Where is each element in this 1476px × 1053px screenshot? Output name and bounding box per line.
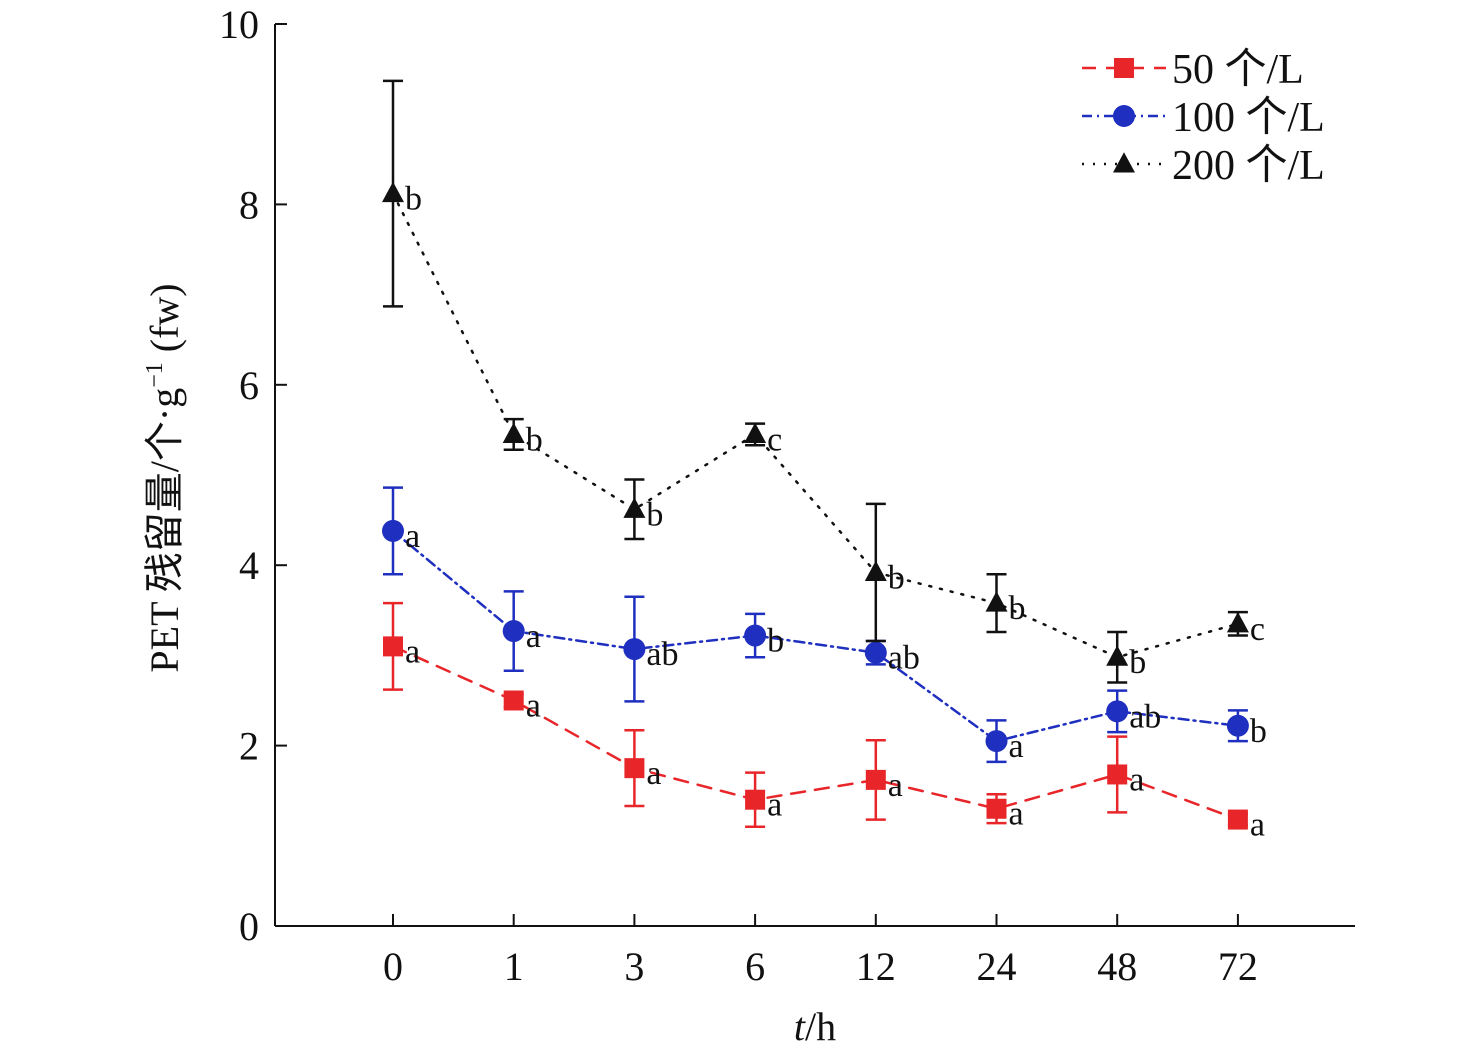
data-point (985, 730, 1008, 753)
significance-label: b (526, 421, 543, 458)
data-point (1113, 152, 1135, 173)
significance-label: b (1009, 590, 1026, 627)
x-tick-label: 24 (977, 944, 1017, 989)
data-point (502, 422, 525, 443)
data-point (1227, 809, 1248, 830)
x-tick-label: 72 (1218, 944, 1258, 989)
y-tick-label: 6 (239, 363, 259, 408)
data-point (1106, 700, 1129, 723)
data-point (383, 636, 403, 657)
x-axis-title-italic: t (794, 1004, 806, 1049)
legend-label: 100 个/L (1172, 95, 1325, 141)
data-point (1226, 612, 1249, 633)
x-tick-label: 0 (383, 944, 403, 989)
significance-label: a (1009, 796, 1024, 833)
data-point (986, 798, 1007, 819)
data-point (744, 624, 767, 647)
series-line (391, 192, 1240, 659)
significance-label: a (526, 688, 541, 725)
y-tick-label: 2 (239, 724, 259, 769)
significance-label: b (1129, 644, 1146, 681)
x-ticks: 0 1 3 6 12 24 48 72 (383, 914, 1258, 989)
significance-label: a (1129, 761, 1144, 798)
data-point (865, 769, 886, 790)
significance-label: a (1250, 807, 1265, 844)
series-2: b b b c b b b c (382, 79, 1265, 684)
data-point (624, 758, 645, 779)
data-point (623, 497, 646, 518)
data-point (985, 591, 1008, 612)
x-tick-label: 6 (745, 944, 765, 989)
y-axis-title-tail: (fw) (142, 283, 187, 362)
data-point (1114, 58, 1134, 78)
x-tick-label: 48 (1097, 944, 1137, 989)
significance-label: b (888, 559, 905, 596)
x-tick-label: 3 (624, 944, 644, 989)
significance-label: ab (888, 640, 920, 677)
data-point (503, 690, 524, 711)
significance-label: ab (646, 636, 678, 673)
data-point (864, 641, 887, 664)
significance-label: ab (1129, 698, 1161, 735)
significance-label: c (767, 421, 782, 458)
x-tick-label: 1 (504, 944, 524, 989)
significance-label: a (405, 633, 420, 670)
data-point (744, 422, 767, 443)
significance-label: a (1009, 728, 1024, 765)
legend-label: 50 个/L (1172, 47, 1304, 93)
x-axis-title: t/h (794, 1004, 836, 1049)
x-tick-label: 12 (856, 944, 896, 989)
legend-item: 200 个/L (1082, 143, 1325, 189)
data-point (1113, 105, 1135, 127)
significance-label: a (405, 518, 420, 555)
legend-item: 50 个/L (1082, 47, 1304, 93)
significance-label: a (646, 755, 661, 792)
significance-label: b (767, 623, 784, 660)
significance-label: a (526, 618, 541, 655)
data-point (1107, 764, 1128, 785)
x-axis-title-unit: /h (805, 1004, 836, 1049)
y-ticks: 0 2 4 6 8 10 (219, 2, 287, 949)
data-point (864, 560, 887, 581)
y-tick-label: 8 (239, 182, 259, 227)
significance-label: c (1250, 611, 1265, 648)
y-tick-label: 4 (239, 543, 259, 588)
data-point (623, 638, 646, 661)
y-tick-label: 10 (219, 2, 259, 47)
significance-label: b (1250, 713, 1267, 750)
significance-label: a (888, 767, 903, 804)
data-point (1226, 714, 1249, 737)
y-tick-label: 0 (239, 904, 259, 949)
data-point (502, 620, 525, 643)
significance-label: a (767, 787, 782, 824)
significance-label: b (405, 181, 422, 218)
y-axis-title: PET 残留量/个·g−1 (fw) (142, 283, 187, 672)
significance-label: b (646, 496, 663, 533)
y-axis-title-sup: −1 (142, 362, 168, 388)
legend-item: 100 个/L (1082, 95, 1325, 141)
legend-label: 200 个/L (1172, 143, 1325, 189)
y-axis-title-main: PET 残留量/个·g (142, 388, 187, 673)
series-line (391, 529, 1240, 743)
data-point (382, 181, 404, 203)
series-line (391, 645, 1240, 821)
data-point (745, 789, 766, 810)
data-point (382, 519, 404, 542)
data-point (1106, 645, 1129, 666)
